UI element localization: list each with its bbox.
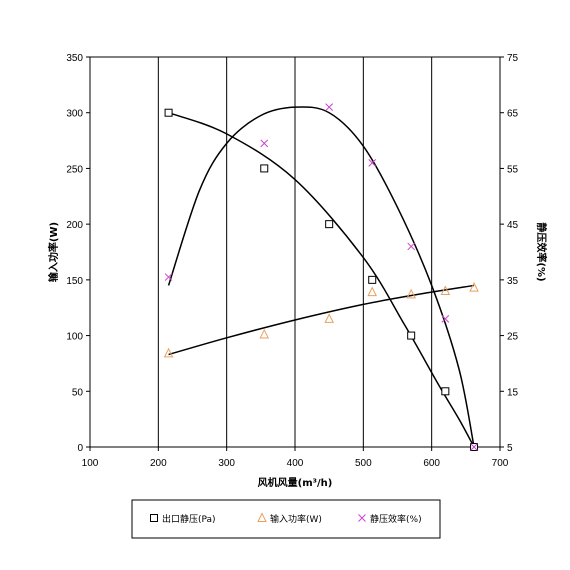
y-right-tick-label: 65 xyxy=(507,109,519,120)
x-tick-label: 600 xyxy=(423,458,440,469)
series-3-point xyxy=(407,242,416,251)
series-3-point xyxy=(470,443,478,451)
x-tick-label: 100 xyxy=(82,458,99,469)
y-right-tick-label: 35 xyxy=(507,276,519,287)
series-2-point xyxy=(324,313,334,323)
legend: 出口静压(Pa) 输入功率(W) 静压效率(%) xyxy=(131,499,441,539)
series-3-point xyxy=(441,315,450,323)
series-1-point xyxy=(325,220,334,229)
series-1-point xyxy=(407,331,416,340)
legend-items: 出口静压(Pa) 输入功率(W) 静压效率(%) xyxy=(150,512,422,525)
y-left-tick-label: 50 xyxy=(72,387,84,398)
x-tick-label: 200 xyxy=(150,458,167,469)
y-right-tick-label: 15 xyxy=(507,387,519,398)
x-tick-label: 300 xyxy=(218,458,235,469)
y-left-tick-label: 350 xyxy=(66,53,83,64)
y-left-tick-label: 150 xyxy=(66,276,83,287)
curves xyxy=(167,106,475,448)
x-tick-label: 700 xyxy=(492,458,509,469)
markers xyxy=(163,103,479,451)
series-3-point xyxy=(368,159,377,167)
y-right-axis-title: 静压效率(%) xyxy=(535,222,548,281)
y-right-tick-label: 45 xyxy=(507,220,519,231)
legend-marker-3 xyxy=(358,514,366,522)
x-axis-title: 风机风量(m³/h) xyxy=(258,476,333,489)
series-3-curve xyxy=(167,106,475,448)
x-tick-label: 400 xyxy=(287,458,304,469)
y-left-tick-label: 300 xyxy=(66,109,83,120)
series-1-point xyxy=(164,108,173,117)
legend-label-3: 静压效率(%) xyxy=(370,513,422,525)
y-left-tick-label: 100 xyxy=(66,332,83,343)
y-right-tick-label: 75 xyxy=(507,53,519,64)
ticks: 100 200 300 400 500 600 700 0 50 100 150 200 250 300 3… xyxy=(66,53,518,469)
series-1-point xyxy=(441,387,450,396)
legend-label-1: 出口静压(Pa) xyxy=(162,513,216,525)
series-2-point xyxy=(259,328,270,339)
legend-box xyxy=(131,499,441,539)
series-1-curve xyxy=(168,112,475,448)
y-right-tick-label: 5 xyxy=(507,443,513,454)
y-left-tick-label: 0 xyxy=(77,443,83,454)
series-2-point xyxy=(367,286,378,297)
y-right-tick-label: 55 xyxy=(507,164,519,175)
series-3-point xyxy=(325,103,334,111)
y-left-tick-label: 250 xyxy=(66,164,83,175)
series-1-point xyxy=(368,275,377,284)
legend-label-2: 输入功率(W) xyxy=(270,513,322,525)
legend-marker-2 xyxy=(257,512,267,522)
grid xyxy=(157,57,433,447)
y-left-axis-title: 输入功率(W) xyxy=(47,222,60,282)
legend-marker-1 xyxy=(150,514,158,522)
series-3-point xyxy=(260,139,269,148)
series-2-point xyxy=(469,282,479,292)
series-3-point xyxy=(164,273,173,281)
y-right-tick-label: 25 xyxy=(507,332,519,343)
series-2-curve xyxy=(168,284,475,356)
series-2-point xyxy=(406,288,416,299)
series-2-point xyxy=(163,347,174,358)
y-left-tick-label: 200 xyxy=(66,220,83,231)
series-2-point xyxy=(440,285,451,295)
series-1-point xyxy=(260,164,269,173)
x-tick-label: 500 xyxy=(355,458,372,469)
